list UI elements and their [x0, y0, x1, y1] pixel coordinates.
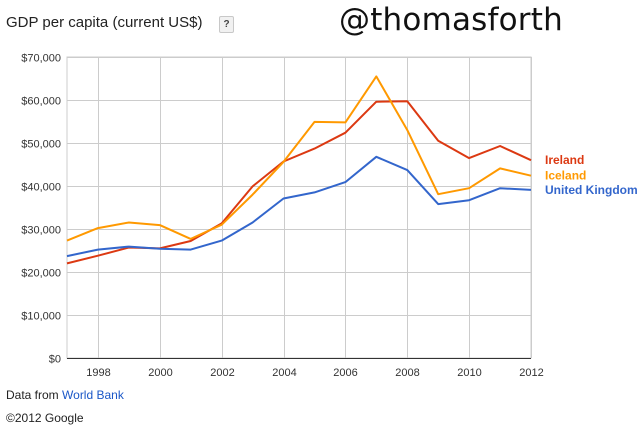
plot-frame	[66, 56, 532, 359]
x-tick-label: 2012	[519, 367, 543, 379]
x-tick-label: 2004	[272, 367, 296, 379]
chart-series	[66, 75, 532, 265]
chart-title: GDP per capita (current US$)	[6, 14, 203, 31]
y-tick-label: $60,000	[21, 96, 61, 108]
y-tick-label: $0	[49, 354, 61, 366]
y-tick-label: $30,000	[21, 225, 61, 237]
y-tick-label: $50,000	[21, 139, 61, 151]
help-button[interactable]: ?	[219, 16, 234, 33]
chart-grid	[66, 56, 532, 359]
data-source-prefix: Data from	[6, 388, 59, 402]
y-tick-label: $70,000	[21, 53, 61, 65]
series-line-united-kingdom[interactable]	[66, 155, 532, 258]
series-label-iceland: Iceland	[545, 169, 586, 183]
x-tick-label: 2008	[395, 367, 419, 379]
world-bank-link[interactable]: World Bank	[62, 388, 124, 402]
chart-axes: $0 $10,000 $20,000 $30,000 $40,000 $50,000 $60…	[21, 53, 544, 380]
x-tick-label: 2006	[333, 367, 357, 379]
x-tick-label: 2010	[457, 367, 481, 379]
watermark-handle: @thomasforth	[339, 2, 563, 38]
copyright-note: ©2012 Google	[6, 411, 84, 425]
series-label-united-kingdom: United Kingdom	[545, 183, 638, 197]
y-tick-label: $40,000	[21, 182, 61, 194]
series-line-iceland[interactable]	[66, 75, 532, 242]
series-line-ireland[interactable]	[66, 100, 532, 265]
x-tick-label: 2002	[210, 367, 234, 379]
y-tick-label: $20,000	[21, 268, 61, 280]
line-chart: $0 $10,000 $20,000 $30,000 $40,000 $50,000 $60…	[21, 53, 638, 380]
y-tick-label: $10,000	[21, 311, 61, 323]
series-label-ireland: Ireland	[545, 153, 584, 167]
x-tick-label: 2000	[148, 367, 172, 379]
x-tick-label: 1998	[86, 367, 110, 379]
data-source-note: Data from World Bank	[6, 388, 124, 402]
